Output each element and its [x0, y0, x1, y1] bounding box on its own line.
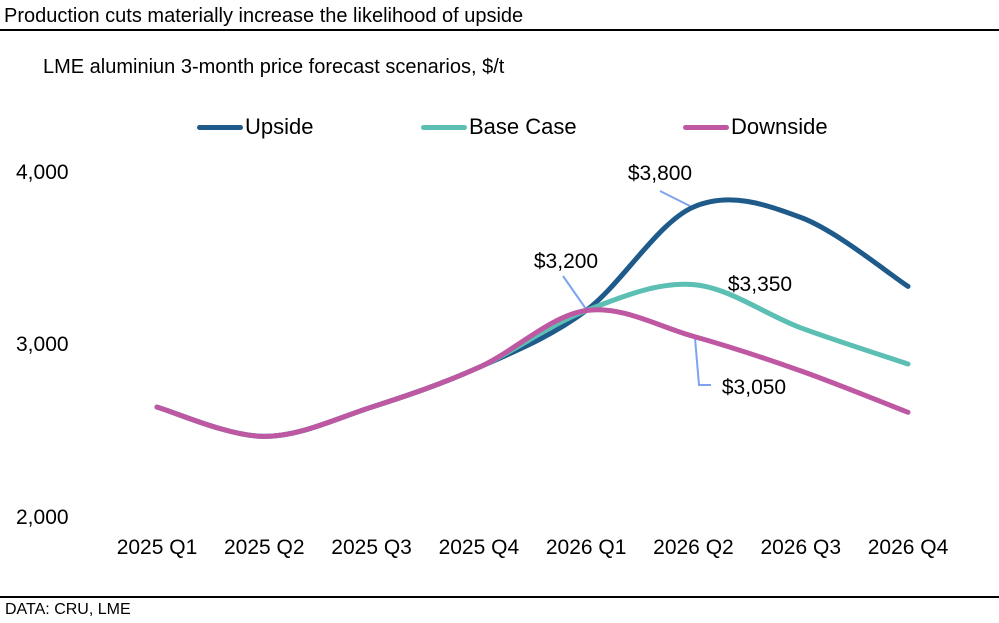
legend-label-upside: Upside [245, 114, 314, 139]
x-axis-tick-2025q2: 2025 Q2 [223, 536, 305, 559]
downside-line-swatch [683, 124, 729, 130]
y-axis-tick-3000: 3,000 [16, 333, 69, 356]
x-axis-tick-2026q4: 2026 Q4 [867, 536, 949, 559]
annotation-upside-value: $3,800 [627, 162, 693, 185]
title-divider [0, 29, 999, 31]
x-axis-tick-2026q2: 2026 Q2 [653, 536, 734, 559]
annotation-leader-0 [659, 190, 691, 207]
annotation-leader-3 [694, 337, 711, 386]
annotation-leader-1 [562, 275, 587, 310]
data-source: DATA: CRU, LME [5, 601, 131, 618]
y-axis-tick-2000: 2,000 [16, 505, 69, 529]
base-case-line [154, 281, 911, 439]
base-case-line-swatch [421, 124, 467, 130]
upside-line-swatch [197, 124, 243, 130]
y-axis-tick-4000: 4,000 [16, 160, 69, 184]
legend-item-base-case: Base Case [421, 114, 577, 140]
legend-label-downside: Downside [731, 114, 828, 139]
footer-divider [0, 596, 999, 598]
x-axis-tick-2025q1: 2025 Q1 [116, 536, 198, 559]
annotation-base-case-value: $3,350 [727, 273, 793, 296]
legend-item-upside: Upside [197, 114, 313, 140]
x-axis-tick-2025q3: 2025 Q3 [331, 536, 412, 559]
x-axis-tick-2026q3: 2026 Q3 [760, 536, 842, 559]
page-title: Production cuts materially increase the … [4, 5, 524, 27]
annotation-branch-value: $3,200 [533, 250, 599, 273]
x-axis-tick-2025q4: 2025 Q4 [438, 536, 520, 559]
chart-subtitle: LME aluminiun 3-month price forecast sce… [43, 56, 505, 78]
downside-line [154, 307, 911, 439]
legend-item-downside: Downside [683, 114, 828, 140]
annotation-downside-value: $3,050 [721, 376, 787, 399]
upside-line [154, 197, 911, 439]
legend-label-base-case: Base Case [469, 114, 577, 139]
x-axis-tick-2026q1: 2026 Q1 [545, 536, 627, 559]
